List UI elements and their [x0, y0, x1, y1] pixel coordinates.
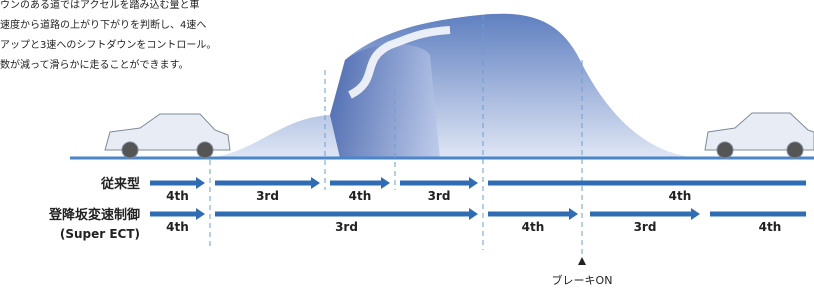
gear-arrow: [150, 181, 197, 186]
gear-arrow-head: [691, 208, 700, 220]
gear-arrow: [488, 212, 570, 217]
gear-arrow: [215, 181, 312, 186]
gear-arrow: [710, 212, 806, 217]
gear-arrow: [150, 212, 197, 217]
gear-arrow-head: [196, 208, 205, 220]
gear-arrow: [400, 181, 470, 186]
marker-triangle: [578, 257, 586, 265]
description-line: アップと3速へのシフトダウンをコントロール。: [0, 38, 216, 51]
gear-arrow-head: [381, 177, 390, 189]
gear-label: 4th: [759, 220, 782, 234]
car-right: [705, 113, 814, 158]
gear-label: 3rd: [335, 220, 358, 234]
gear-arrow: [330, 181, 382, 186]
gear-label: 3rd: [256, 189, 279, 203]
gear-label: 4th: [349, 189, 372, 203]
gear-arrow: [488, 181, 806, 186]
gear-label: 3rd: [634, 220, 657, 234]
car-left: [105, 114, 230, 158]
description-line: ウンのある道ではアクセルを踏み込む量と車: [0, 0, 200, 11]
row-label: 従来型: [100, 176, 140, 192]
gear-label: 4th: [166, 220, 189, 234]
row-sublabel: (Super ECT): [60, 227, 140, 241]
hill: [210, 14, 700, 158]
description-line: 数が減って滑らかに走ることができます。: [0, 58, 189, 71]
gear-arrow: [215, 212, 470, 217]
gear-label: 3rd: [428, 189, 451, 203]
gear-label: 4th: [669, 189, 692, 203]
row-label: 登降坂変速制御: [48, 207, 140, 223]
gear-arrow: [590, 212, 692, 217]
gear-arrow-head: [569, 208, 578, 220]
description-line: 速度から道路の上がり下がりを判断し、4速へ: [0, 18, 206, 31]
diagram: ウンのある道ではアクセルを踏み込む量と車速度から道路の上がり下がりを判断し、4速…: [0, 0, 814, 292]
gear-label: 4th: [166, 189, 189, 203]
gear-arrow-head: [196, 177, 205, 189]
marker-label: ブレーキON: [552, 273, 613, 287]
gear-label: 4th: [522, 220, 545, 234]
gear-arrow-head: [469, 177, 478, 189]
gear-arrow-head: [311, 177, 320, 189]
gear-arrow-head: [469, 208, 478, 220]
